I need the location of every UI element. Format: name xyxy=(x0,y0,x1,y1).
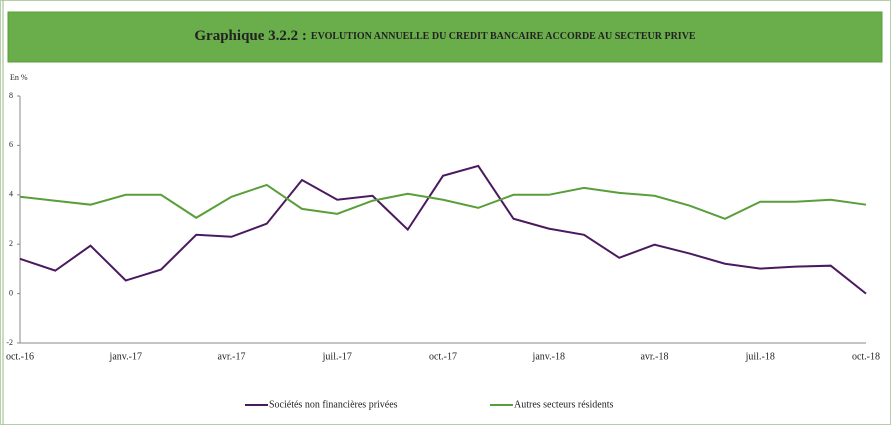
x-tick-label: juil.-17 xyxy=(322,351,352,362)
header-band xyxy=(7,11,883,63)
x-tick-label: oct.-17 xyxy=(429,351,457,362)
chart-title: Graphique 3.2.2 : xyxy=(194,28,307,44)
x-tick-label: avr.-18 xyxy=(640,351,668,362)
y-tick-label: 8 xyxy=(9,91,13,100)
legend-label: Autres secteurs résidents xyxy=(514,399,614,410)
x-tick-label: janv.-17 xyxy=(109,351,142,362)
x-tick-label: oct.-18 xyxy=(852,351,880,362)
series-line xyxy=(19,183,867,220)
y-axis-label: En % xyxy=(10,73,28,82)
y-tick-label: 0 xyxy=(9,288,13,297)
y-tick-label: 2 xyxy=(9,239,13,248)
x-tick-label: juil.-18 xyxy=(745,351,775,362)
x-tick-label: janv.-18 xyxy=(532,351,565,362)
chart-subtitle: EVOLUTION ANNUELLE DU CREDIT BANCAIRE AC… xyxy=(311,31,696,42)
y-tick-label: 4 xyxy=(9,190,13,199)
x-tick-label: oct.-16 xyxy=(6,351,34,362)
x-tick-label: avr.-17 xyxy=(217,351,245,362)
y-tick-label: 6 xyxy=(9,140,13,149)
y-tick-label: -2 xyxy=(6,338,13,347)
legend-label: Sociétés non financières privées xyxy=(269,399,398,410)
header: Graphique 3.2.2 : EVOLUTION ANNUELLE DU C… xyxy=(194,28,696,44)
series-line xyxy=(19,164,867,295)
